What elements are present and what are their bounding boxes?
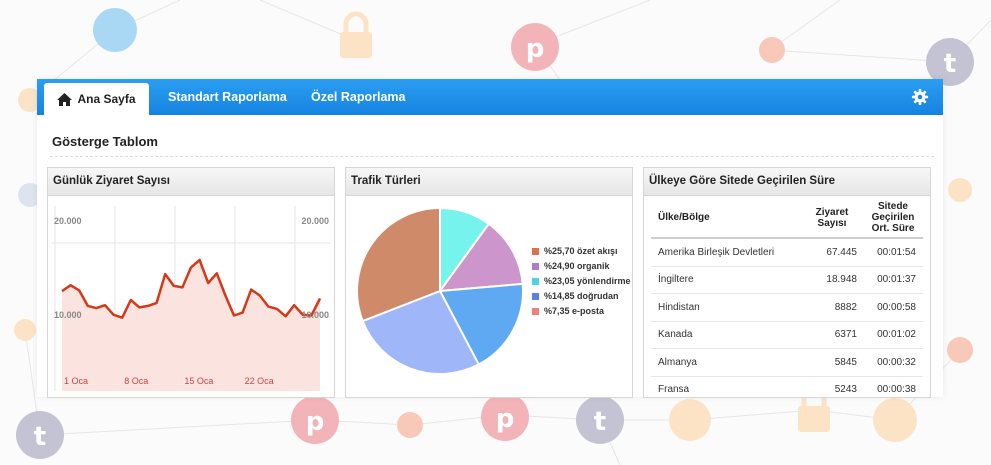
- traffic-types-title: Trafik Türleri: [346, 168, 632, 196]
- country-time-title: Ülkeye Göre Sitede Geçirilen Süre: [644, 168, 930, 196]
- pie-slice: [438, 282, 525, 366]
- svg-text:p: p: [526, 34, 545, 64]
- traffic-legend: %25,70 özet akışı %24,90 organik %23,05 …: [532, 246, 642, 321]
- cell-country: Amerika Birleşik Devletleri: [651, 237, 801, 266]
- traffic-pie-chart: [356, 206, 525, 375]
- pie-slice: [361, 289, 481, 375]
- cell-visits: 67.445: [801, 237, 863, 266]
- cell-avg-time: 00:01:37: [863, 265, 923, 294]
- y-tick-right-20000: 20.000: [301, 216, 329, 226]
- nav-standard-reports[interactable]: Standart Raporlama: [168, 90, 287, 104]
- x-tick-label: 8 Oca: [124, 376, 148, 386]
- svg-text:t: t: [944, 49, 956, 79]
- table-row: Fransa 5243 00:00:38: [651, 375, 923, 403]
- svg-text:p: p: [306, 407, 325, 437]
- table-row: Hindistan 8882 00:00:58: [651, 293, 923, 321]
- nav-home-tab[interactable]: Ana Sayfa: [44, 83, 149, 115]
- cell-avg-time: 00:00:58: [863, 293, 923, 321]
- legend-item: %24,90 organik: [532, 261, 642, 271]
- cell-country: Almanya: [651, 348, 801, 376]
- legend-label: %25,70 özet akışı: [544, 246, 618, 256]
- legend-label: %24,90 organik: [544, 261, 610, 271]
- nav-custom-reports[interactable]: Özel Raporlama: [311, 90, 406, 104]
- daily-visits-chart: 20.000 10.000 20.000 10.000 1 Oca 8 Oca …: [52, 206, 330, 391]
- legend-label: %23,05 yönlendirme: [544, 276, 631, 286]
- x-tick-label: 15 Oca: [184, 376, 213, 386]
- cell-country: Fransa: [651, 375, 801, 403]
- svg-text:t: t: [34, 422, 46, 452]
- col-header-avg-time: Sitede Geçirilen Ort. Süre: [871, 201, 915, 234]
- y-tick-left-10000: 10.000: [54, 310, 82, 320]
- pie-slice: [356, 206, 441, 323]
- cell-country: İngiltere: [651, 265, 801, 294]
- daily-visits-panel: Günlük Ziyaret Sayısı 20.000 10.000 20.0…: [47, 167, 335, 398]
- daily-visits-title: Günlük Ziyaret Sayısı: [48, 168, 334, 196]
- cell-avg-time: 00:00:38: [863, 375, 923, 403]
- legend-item: %23,05 yönlendirme: [532, 276, 642, 286]
- table-row: Kanada 6371 00:01:02: [651, 320, 923, 349]
- dashboard-window: Ana Sayfa Standart Raporlama Özel Raporl…: [37, 79, 943, 403]
- area-fill: [62, 260, 320, 391]
- traffic-types-panel: Trafik Türleri %25,70 özet akışı %24,90 …: [345, 167, 633, 398]
- table-row: Amerika Birleşik Devletleri 67.445 00:01:5…: [651, 237, 923, 266]
- svg-text:t: t: [594, 407, 606, 437]
- legend-swatch: [532, 248, 539, 255]
- x-tick-label: 22 Oca: [245, 376, 274, 386]
- gear-icon[interactable]: [911, 88, 929, 106]
- title-divider: [50, 156, 934, 157]
- cell-visits: 18.948: [801, 265, 863, 294]
- svg-text:p: p: [496, 404, 515, 434]
- nav-home-label: Ana Sayfa: [77, 92, 136, 106]
- cell-visits: 6371: [801, 320, 863, 349]
- y-tick-right-10000: 10.000: [301, 310, 329, 320]
- col-header-visits: Ziyaret Sayısı: [815, 206, 849, 229]
- cell-country: Kanada: [651, 320, 801, 349]
- legend-swatch: [532, 308, 539, 315]
- cell-country: Hindistan: [651, 293, 801, 321]
- legend-item: %14,85 doğrudan: [532, 291, 642, 301]
- legend-item: %25,70 özet akışı: [532, 246, 642, 256]
- y-tick-left-20000: 20.000: [54, 216, 82, 226]
- home-icon: [57, 92, 73, 106]
- x-tick-label: 1 Oca: [64, 376, 88, 386]
- cell-avg-time: 00:00:32: [863, 348, 923, 376]
- legend-swatch: [532, 263, 539, 270]
- table-row: İngiltere 18.948 00:01:37: [651, 265, 923, 294]
- legend-swatch: [532, 278, 539, 285]
- table-row: Almanya 5845 00:00:32: [651, 348, 923, 376]
- legend-label: %14,85 doğrudan: [544, 291, 619, 301]
- cell-visits: 8882: [801, 293, 863, 321]
- col-header-country: Ülke/Bölge: [658, 212, 710, 223]
- pie-slice: [437, 222, 524, 293]
- legend-swatch: [532, 293, 539, 300]
- cell-avg-time: 00:01:54: [863, 237, 923, 266]
- cell-avg-time: 00:01:02: [863, 320, 923, 349]
- cell-visits: 5845: [801, 348, 863, 376]
- top-navbar: Ana Sayfa Standart Raporlama Özel Raporl…: [37, 79, 943, 115]
- country-table: Ülke/Bölge Ziyaret Sayısı Sitede Geçiril…: [651, 198, 923, 403]
- country-time-panel: Ülkeye Göre Sitede Geçirilen Süre Ülke/B…: [643, 167, 931, 403]
- legend-item: %7,35 e-posta: [532, 306, 642, 316]
- legend-label: %7,35 e-posta: [544, 306, 605, 316]
- page-title: Gösterge Tablom: [52, 134, 158, 149]
- cell-visits: 5243: [801, 375, 863, 403]
